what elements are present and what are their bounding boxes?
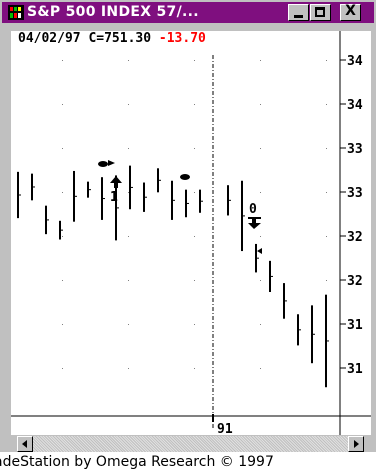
price-axis-label: 31 [347,362,363,377]
scroll-right-arrow-icon [354,440,359,448]
grid-dot [194,104,195,105]
maximize-icon [315,7,325,17]
grid-dot [194,324,195,325]
signal-dot-icon [180,174,190,180]
grid-dot [62,368,63,369]
tradestation-app-icon [8,5,24,20]
footer-credit: adeStation by Omega Research © 1997 [0,454,274,470]
close-button[interactable]: X [340,3,361,21]
grid-dots [62,60,327,369]
horizontal-scrollbar[interactable] [11,436,371,452]
grid-dot [260,104,261,105]
grid-dot [326,280,327,281]
maximize-button[interactable] [310,4,331,21]
price-axis-label: 34 [347,54,363,69]
grid-dot [326,104,327,105]
minimize-button[interactable] [288,4,309,21]
grid-dot [128,148,129,149]
title-bar[interactable]: S&P 500 INDEX 57/... X [2,2,374,23]
grid-dot [260,280,261,281]
grid-dot [62,60,63,61]
grid-dot [326,192,327,193]
grid-dot [128,236,129,237]
chart-area[interactable] [11,31,371,435]
annotation-label-1: 1 [110,190,118,205]
grid-dot [62,104,63,105]
grid-dot [260,148,261,149]
bar-date: 04/02/97 [18,31,81,46]
grid-dot [260,60,261,61]
down-arrow-icon [248,217,261,229]
price-axis-label: 33 [347,142,363,157]
status-footer: adeStation by Omega Research © 1997 [0,452,376,472]
price-axis-label: 31 [347,318,363,333]
price-axis-label: 34 [347,98,363,113]
grid-dot [62,192,63,193]
grid-dot [128,324,129,325]
minimize-icon [294,15,303,18]
grid-dot [194,60,195,61]
x-marker-label: 91 [217,422,233,437]
close-price: C=751.30 [88,31,152,46]
grid-dot [128,280,129,281]
annotation-label-0: 0 [249,202,257,217]
grid-dot [260,192,261,193]
grid-dot [326,236,327,237]
grid-dot [194,192,195,193]
scroll-left-arrow-icon [22,440,27,448]
grid-dot [128,104,129,105]
price-axis-label: 32 [347,274,363,289]
scroll-right-button[interactable] [348,436,364,452]
scroll-left-button[interactable] [17,436,33,452]
window-title: S&P 500 INDEX 57/... [27,4,199,20]
price-chart[interactable]: 34 34 33 33 32 32 31 31 91 1 0 [0,0,376,452]
grid-dot [62,148,63,149]
close-icon: X [345,3,356,19]
grid-dot [128,192,129,193]
grid-dot [128,368,129,369]
grid-dot [326,60,327,61]
grid-dot [194,368,195,369]
grid-dot [194,148,195,149]
pointer-left-icon [257,248,262,254]
grid-dot [326,148,327,149]
signal-marker-icon [98,160,115,167]
grid-dot [260,324,261,325]
grid-dot [194,236,195,237]
price-bars [17,165,329,388]
scroll-track[interactable] [33,436,348,452]
price-change: -13.70 [158,31,206,46]
up-arrow-icon [110,176,122,188]
grid-dot [62,324,63,325]
chart-header: 04/02/97 C=751.30 -13.70 [18,31,206,46]
grid-dot [260,236,261,237]
price-axis-label: 32 [347,230,363,245]
grid-dot [62,236,63,237]
chart-window: S&P 500 INDEX 57/... X 34 34 33 33 32 32 31 31 … [0,0,376,452]
price-axis-label: 33 [347,186,363,201]
grid-dot [260,368,261,369]
grid-dot [62,280,63,281]
grid-dot [194,280,195,281]
grid-dot [128,60,129,61]
